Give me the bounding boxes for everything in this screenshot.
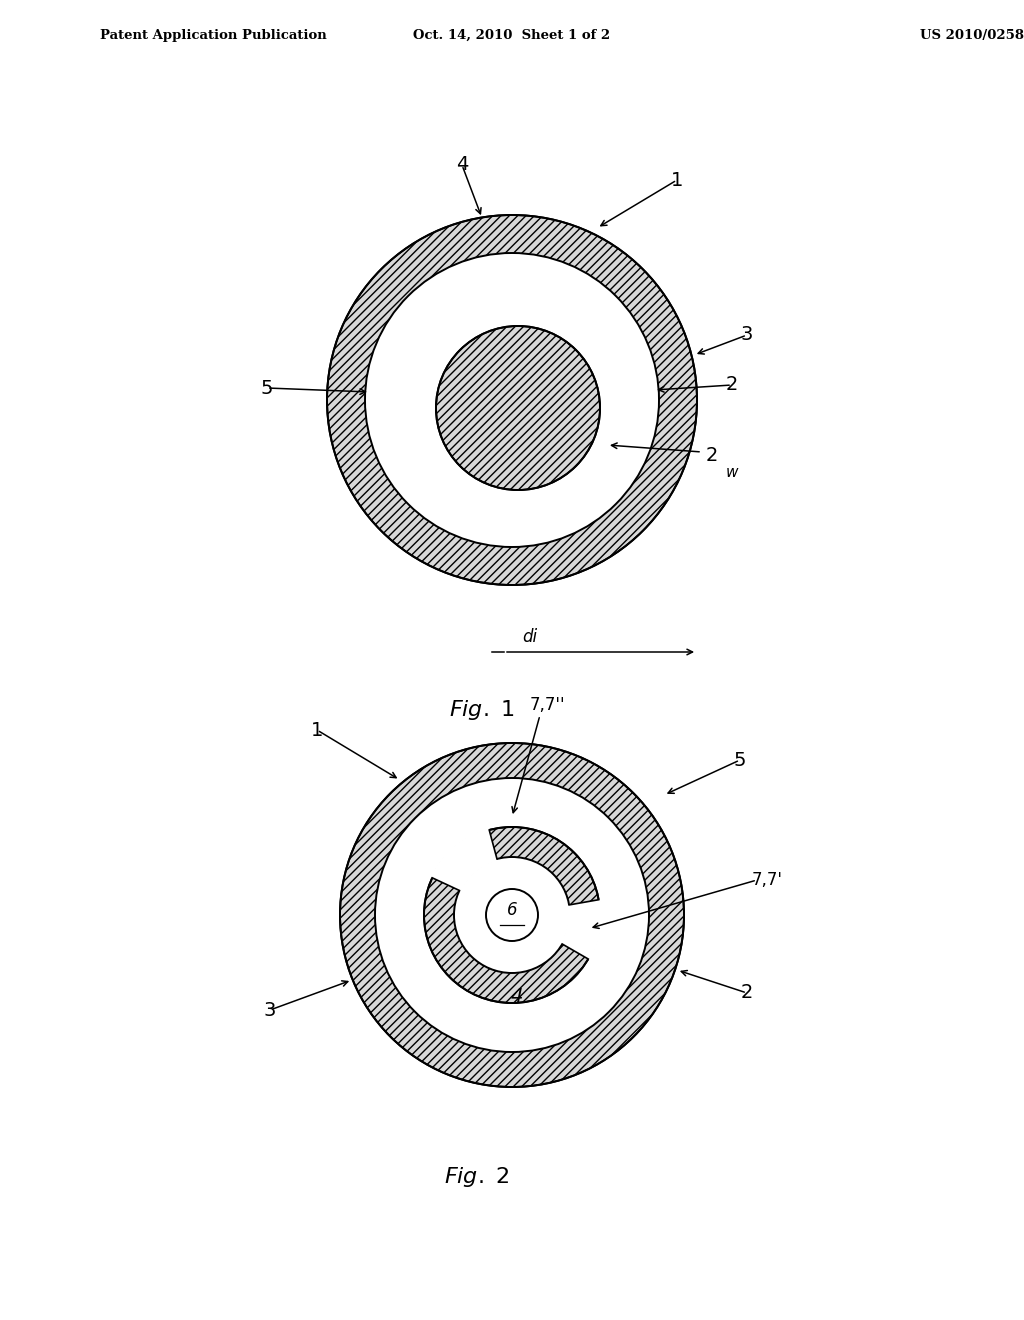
Circle shape: [486, 888, 538, 941]
Circle shape: [424, 828, 600, 1003]
Text: Oct. 14, 2010  Sheet 1 of 2: Oct. 14, 2010 Sheet 1 of 2: [414, 29, 610, 41]
Text: US 2010/0258488 A1: US 2010/0258488 A1: [920, 29, 1024, 41]
Text: 7,7': 7,7': [752, 871, 782, 888]
Text: 4: 4: [456, 156, 468, 174]
Wedge shape: [560, 915, 602, 960]
Circle shape: [365, 253, 659, 546]
Text: 3: 3: [264, 1001, 276, 1019]
Circle shape: [436, 326, 600, 490]
Wedge shape: [567, 899, 602, 915]
Text: Patent Application Publication: Patent Application Publication: [100, 29, 327, 41]
Text: 2: 2: [740, 983, 754, 1002]
Text: di: di: [522, 628, 538, 645]
Text: 5: 5: [261, 379, 273, 397]
Text: 1: 1: [311, 721, 324, 739]
Text: 5: 5: [734, 751, 746, 770]
Text: $\mathregular{\it{Fig.}}$ 1: $\mathregular{\it{Fig.}}$ 1: [450, 698, 515, 722]
Wedge shape: [430, 828, 498, 891]
Text: 4: 4: [511, 987, 523, 1006]
Text: w: w: [726, 465, 738, 479]
Text: 7,7'': 7,7'': [529, 696, 565, 714]
Text: 2: 2: [706, 446, 718, 465]
Circle shape: [327, 215, 697, 585]
Text: 1: 1: [671, 170, 683, 190]
Circle shape: [454, 857, 570, 973]
Text: 6: 6: [507, 902, 517, 919]
Circle shape: [375, 777, 649, 1052]
Text: 3: 3: [740, 326, 754, 345]
Text: $\mathregular{\it{Fig.}}$ 2: $\mathregular{\it{Fig.}}$ 2: [444, 1166, 510, 1189]
Circle shape: [340, 743, 684, 1086]
Text: 2: 2: [726, 375, 738, 395]
